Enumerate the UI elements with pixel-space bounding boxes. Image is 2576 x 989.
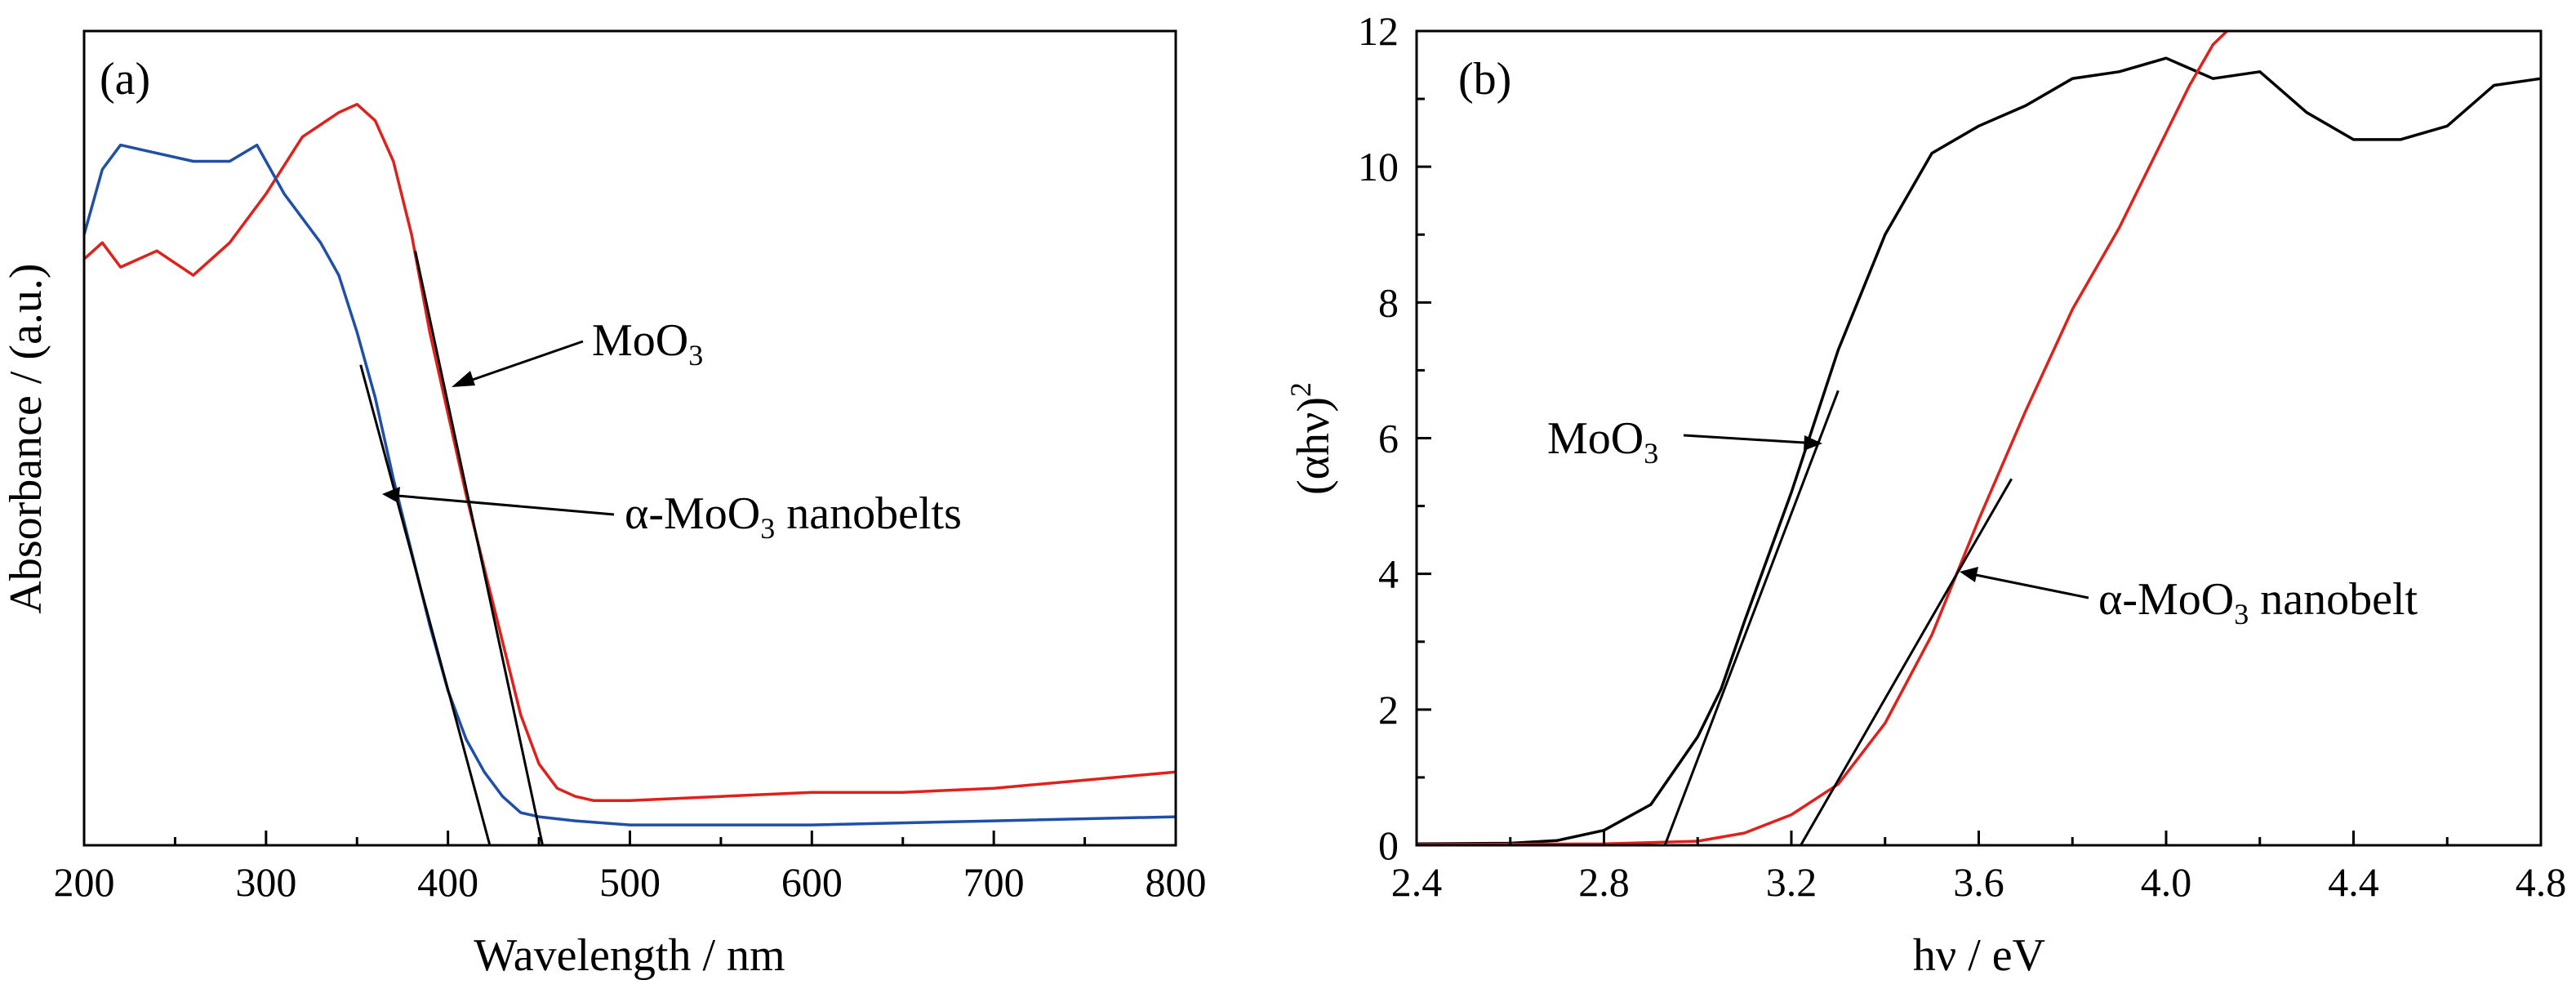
panel-b-x-axis-label: hν / eV: [1913, 930, 2045, 981]
panel-b-annotation-nanobelt-pre: α-MoO: [2098, 574, 2234, 625]
panel-a-series-1: [82, 143, 1177, 826]
panel-b-y-axis-label-main: (αhν): [1288, 397, 1339, 495]
panel-a-annotation-moo3-sub: 3: [688, 339, 703, 372]
panel-b-x-tick-label-1: 2.8: [1578, 859, 1630, 905]
panel-b-y-tick-label-1: 2: [1378, 687, 1399, 733]
panel-b-x-tick-label-5: 4.4: [2328, 859, 2379, 905]
panel-b-x-tick-label-4: 4.0: [2141, 859, 2192, 905]
panel-b-arrow-moo3-head: [1804, 435, 1822, 451]
panel-a: 200 300 400 500 600 700 800 (a) Wavelength / n…: [1, 29, 1207, 981]
panel-a-x-tick-label-2: 400: [417, 859, 478, 905]
panel-a-x-tick-label-0: 200: [54, 859, 115, 905]
panel-b-y-tick-label-3: 6: [1378, 416, 1399, 461]
panel-b-y-tick-label-2: 4: [1378, 551, 1399, 597]
panel-b-annotation-moo3-main: MoO: [1547, 413, 1644, 464]
panel-a-x-tick-label-5: 700: [963, 859, 1025, 905]
panel-b-y-tick-label-0: 0: [1378, 822, 1399, 868]
panel-b-annotation-nanobelt-post: nanobelt: [2249, 574, 2418, 625]
panel-a-annotation-moo3-main: MoO: [592, 315, 688, 366]
panel-a-plot-area: [82, 102, 1177, 846]
panel-a-fit-line-1: [359, 364, 492, 846]
panel-a-annotation-nanobelts-sub: 3: [760, 512, 775, 545]
panel-a-fit-line-0: [414, 250, 545, 846]
panel-a-annotation-nanobelts: α-MoO3 nanobelts: [625, 488, 962, 545]
panel-a-x-axis-label: Wavelength / nm: [474, 930, 785, 981]
panel-a-arrow-nanobelts-head: [382, 487, 400, 503]
panel-b-y-tick-label-4: 8: [1378, 279, 1399, 325]
panel-a-frame: [82, 29, 1177, 847]
panel-a-x-tick-label-3: 500: [599, 859, 661, 905]
panel-b-plot-area: [1416, 29, 2542, 846]
panel-b-fit-line-1: [1800, 478, 2013, 846]
panel-a-x-tick-label-1: 300: [235, 859, 296, 905]
panel-b-y-axis-label: (αhν)2: [1284, 382, 1339, 495]
panel-b-arrow-nanobelt-line: [1975, 573, 2089, 599]
panel-a-x-tick-label-6: 800: [1146, 859, 1207, 905]
panel-a-series-0: [82, 102, 1177, 802]
panel-b-y-axis-label-sup: 2: [1284, 382, 1317, 397]
panel-b-label: (b): [1458, 54, 1511, 105]
panel-a-arrow-moo3-line: [465, 340, 584, 384]
panel-b-y-tick-label-5: 10: [1358, 144, 1399, 189]
panel-b-y-tick-label-6: 12: [1358, 8, 1399, 54]
panel-b-annotation-nanobelt-sub: 3: [2234, 598, 2249, 630]
panel-b-series-0: [1416, 56, 2542, 846]
panel-b-arrow-moo3-line: [1683, 434, 1805, 444]
panel-b-arrow-nanobelt-head: [1960, 567, 1978, 582]
panel-b-annotation-moo3-sub: 3: [1644, 437, 1658, 470]
panel-a-label: (a): [100, 54, 150, 105]
panel-b-x-tick-label-0: 2.4: [1391, 859, 1443, 905]
panel-a-annotation-nanobelts-post: nanobelts: [775, 488, 962, 539]
panel-b-annotation-moo3: MoO3: [1547, 413, 1658, 470]
panel-b-x-tick-label-2: 3.2: [1766, 859, 1817, 905]
panel-a-arrow-nanobelts-line: [397, 494, 615, 516]
panel-b: 2.4 2.8 3.2 3.6 4.0 4.4 4.8 0 2 4 6 8 10 12 (b) hν / …: [1284, 8, 2566, 981]
panel-a-y-axis-label: Absorbance / (a.u.): [1, 263, 51, 613]
panel-a-arrow-moo3-head: [452, 371, 475, 387]
panel-a-annotation-moo3: MoO3: [592, 315, 703, 372]
panel-a-annotation-nanobelts-pre: α-MoO: [625, 488, 760, 539]
panel-a-x-tick-label-4: 600: [781, 859, 843, 905]
panel-b-series-1: [1416, 29, 2228, 846]
panel-a-x-ticks: 200 300 400 500 600 700 800: [54, 831, 1207, 905]
panel-b-x-tick-label-3: 3.6: [1953, 859, 2004, 905]
panel-b-annotation-nanobelt: α-MoO3 nanobelt: [2098, 574, 2418, 630]
panel-b-fit-line-0: [1663, 390, 1840, 846]
panel-b-ticks: 2.4 2.8 3.2 3.6 4.0 4.4 4.8 0 2 4 6 8 10 12: [1358, 8, 2566, 905]
panel-b-x-tick-label-6: 4.8: [2516, 859, 2567, 905]
